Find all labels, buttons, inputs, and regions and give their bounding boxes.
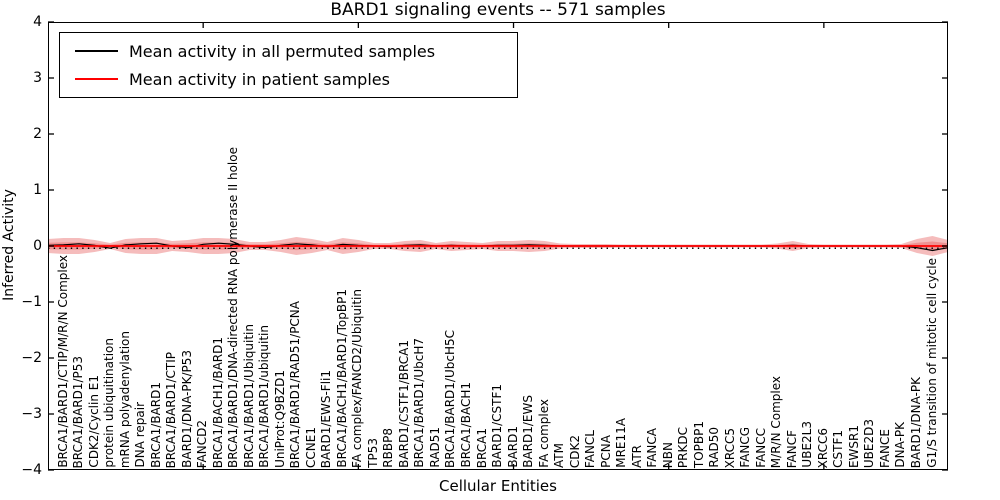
x-tick-label: BARD1/EWS-Fli1 [319,369,334,468]
x-tick-label: BRCA1/BARD1 [148,382,163,468]
legend-line-red-icon [75,78,118,80]
y-tick-label: −4 [21,462,42,478]
x-tick-label: RAD51 [427,427,442,468]
x-tick-label: UniProt:Q9BZD1 [272,370,287,468]
x-tick-label: DNA repair [133,402,148,468]
x-tick-label: BRCA1/BACH1/BARD1/TopBP1 [334,289,349,468]
x-tick-label: BARD1/DNA-PK/P53 [179,350,194,468]
y-tick-label: −2 [21,350,42,366]
x-tick-label: DNA-PK [893,422,908,468]
y-tick-label: 3 [33,70,42,86]
y-tick-label: 2 [33,126,42,142]
legend-label-patient: Mean activity in patient samples [129,69,390,89]
x-tick-label: FANCA [645,428,660,468]
x-tick-label: FANCG [738,427,753,468]
x-tick-label: ATR [629,445,644,468]
x-tick-label: ATM [552,443,567,468]
legend: Mean activity in all permuted samples Me… [59,32,518,98]
y-tick-label: 1 [33,182,42,198]
x-tick-label: NBN [660,441,675,468]
x-tick-label: RAD50 [707,427,722,468]
y-tick-label: 4 [33,14,42,30]
x-tick-label: UBE2L3 [800,421,815,468]
x-tick-label: BRCA1/BARD1/ubiquitin [257,325,272,468]
x-tick-label: PRKDC [676,426,691,468]
x-tick-label: FANCF [784,429,799,468]
x-tick-label: FANCL [583,429,598,468]
chart-title: BARD1 signaling events -- 571 samples [330,0,666,20]
x-tick-label: MRE11A [614,418,629,468]
x-tick-label: BRCA1/BARD1/Ubiquitin [241,324,256,468]
x-tick-label: BARD1/DNA-PK [909,376,923,468]
legend-entry-permuted: Mean activity in all permuted samples [75,37,517,65]
x-tick-label: XRCC6 [815,427,830,468]
x-tick-label: BRCA1/BACH1/BARD1 [210,336,225,468]
x-tick-label: XRCC5 [722,427,737,468]
x-tick-label: BRCA1/BARD1/RAD51/PCNA [288,300,303,468]
x-tick-label: BRCA1 [474,427,489,468]
x-tick-label: FANCC [753,428,768,468]
x-tick-label: BRCA1/BARD1/UbcH5C [443,330,458,468]
legend-entry-patient: Mean activity in patient samples [75,65,517,93]
x-tick-label: TP53 [365,438,380,468]
x-tick-label: BARD1/CSTF1/BRCA1 [396,340,411,468]
x-tick-label: BRCA1/BARD1/P53 [71,355,85,468]
x-tick-label: BRCA1/BARD1/CTIP/M/R/N Complex [55,255,70,468]
y-tick-label: −3 [21,406,42,422]
x-tick-label: BARD1/CSTF1 [490,384,504,468]
x-tick-label: protein ubiquitination [102,338,117,468]
x-tick-label: BRCA1/BARD1/UbcH7 [412,338,427,468]
x-tick-label: BARD1 [505,426,520,468]
x-tick-label: BRCA1/BARD1/DNA-directed RNA polymerase … [226,147,241,468]
x-axis-label: Cellular Entities [439,477,557,495]
x-tick-label: RBBP8 [381,428,396,468]
y-tick-label: 0 [33,238,42,254]
x-tick-label: CDK2/Cyclin E1 [86,375,101,468]
x-tick-label: BRCA1/BARD1/CTIP [164,351,179,468]
x-tick-label: CDK2 [567,434,582,468]
x-tick-label: CCNE1 [303,427,318,468]
x-tick-label: mRNA polyadenylation [117,330,132,468]
x-tick-label: FANCD2 [195,419,210,468]
legend-label-permuted: Mean activity in all permuted samples [129,41,436,61]
x-tick-label: M/R/N Complex [769,375,784,468]
x-tick-label: TOPBP1 [691,420,706,468]
x-tick-label: EWSR1 [846,424,861,468]
x-tick-label: BRCA1/BACH1 [459,382,473,468]
x-tick-label: FA complex/FANCD2/Ubiquitin [350,289,365,468]
x-tick-label: G1/S transition of mitotic cell cycle [924,258,939,468]
x-tick-label: CSTF1 [831,430,846,468]
x-tick-label: PCNA [598,435,613,468]
y-tick-label: −1 [21,294,42,310]
x-tick-label: FANCE [877,429,892,468]
legend-line-black-icon [75,50,118,52]
x-tick-label: FA complex [536,399,551,468]
x-tick-label: BARD1/EWS [521,395,535,468]
x-tick-label: UBE2D3 [862,418,877,468]
